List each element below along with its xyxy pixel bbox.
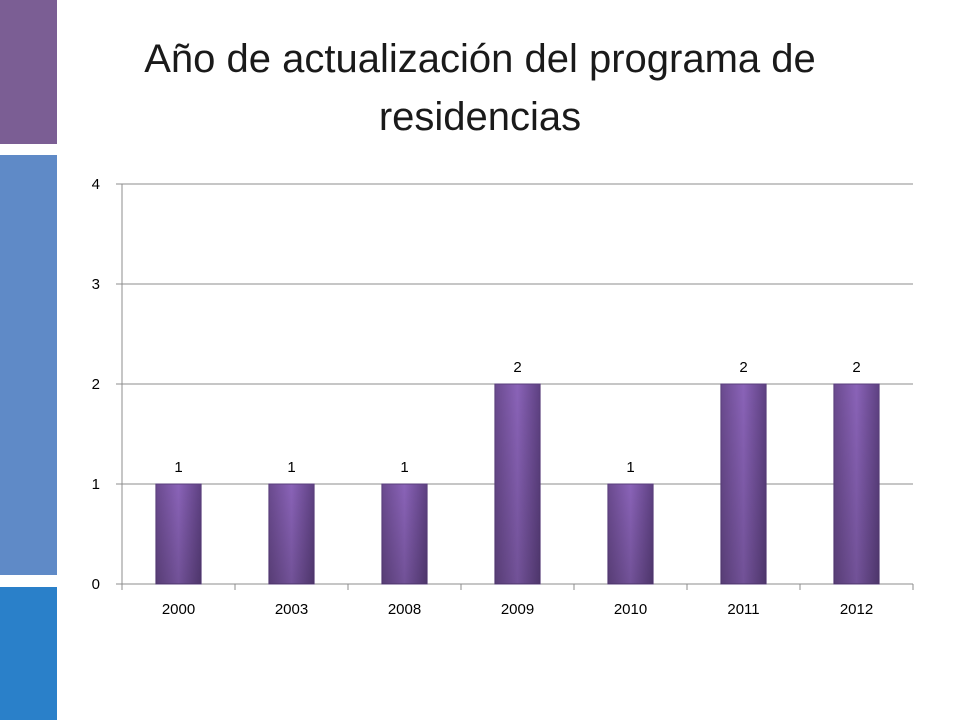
data-label-2012: 2 (852, 359, 860, 376)
y-tick-label: 3 (92, 276, 100, 293)
y-tick-label: 0 (92, 576, 100, 593)
slide-title: Año de actualización del programa de res… (144, 37, 816, 139)
x-tick-label: 2010 (614, 601, 647, 618)
data-label-2011: 2 (739, 359, 747, 376)
x-tick-label: 2003 (275, 601, 308, 618)
bar-shade-2012 (833, 384, 880, 584)
x-tick-label: 2008 (388, 601, 421, 618)
accent-bar-bottom (0, 587, 57, 720)
bar-shade-2000 (155, 484, 202, 584)
bar-shade-2011 (720, 384, 767, 584)
bar-chart: 0 1 2 3 4 1 2000 1 2003 1 2008 2 2009 1 2010 2 2011 2 2012 (92, 176, 914, 618)
bar-shade-2010 (607, 484, 654, 584)
y-tick-label: 4 (92, 176, 100, 193)
data-label-2009: 2 (513, 359, 521, 376)
x-tick-label: 2012 (840, 601, 873, 618)
bar-shade-2003 (268, 484, 315, 584)
data-label-2003: 1 (287, 459, 295, 476)
data-label-2008: 1 (400, 459, 408, 476)
bar-shade-2009 (494, 384, 541, 584)
x-tick-label: 2000 (162, 601, 195, 618)
y-tick-label: 1 (92, 476, 100, 493)
accent-bar-middle (0, 155, 57, 575)
x-tick-label: 2009 (501, 601, 534, 618)
data-label-2000: 1 (174, 459, 182, 476)
y-tick-label: 2 (92, 376, 100, 393)
bar-shade-2008 (381, 484, 428, 584)
data-label-2010: 1 (626, 459, 634, 476)
accent-bar-top (0, 0, 57, 144)
x-tick-label: 2011 (727, 601, 759, 618)
